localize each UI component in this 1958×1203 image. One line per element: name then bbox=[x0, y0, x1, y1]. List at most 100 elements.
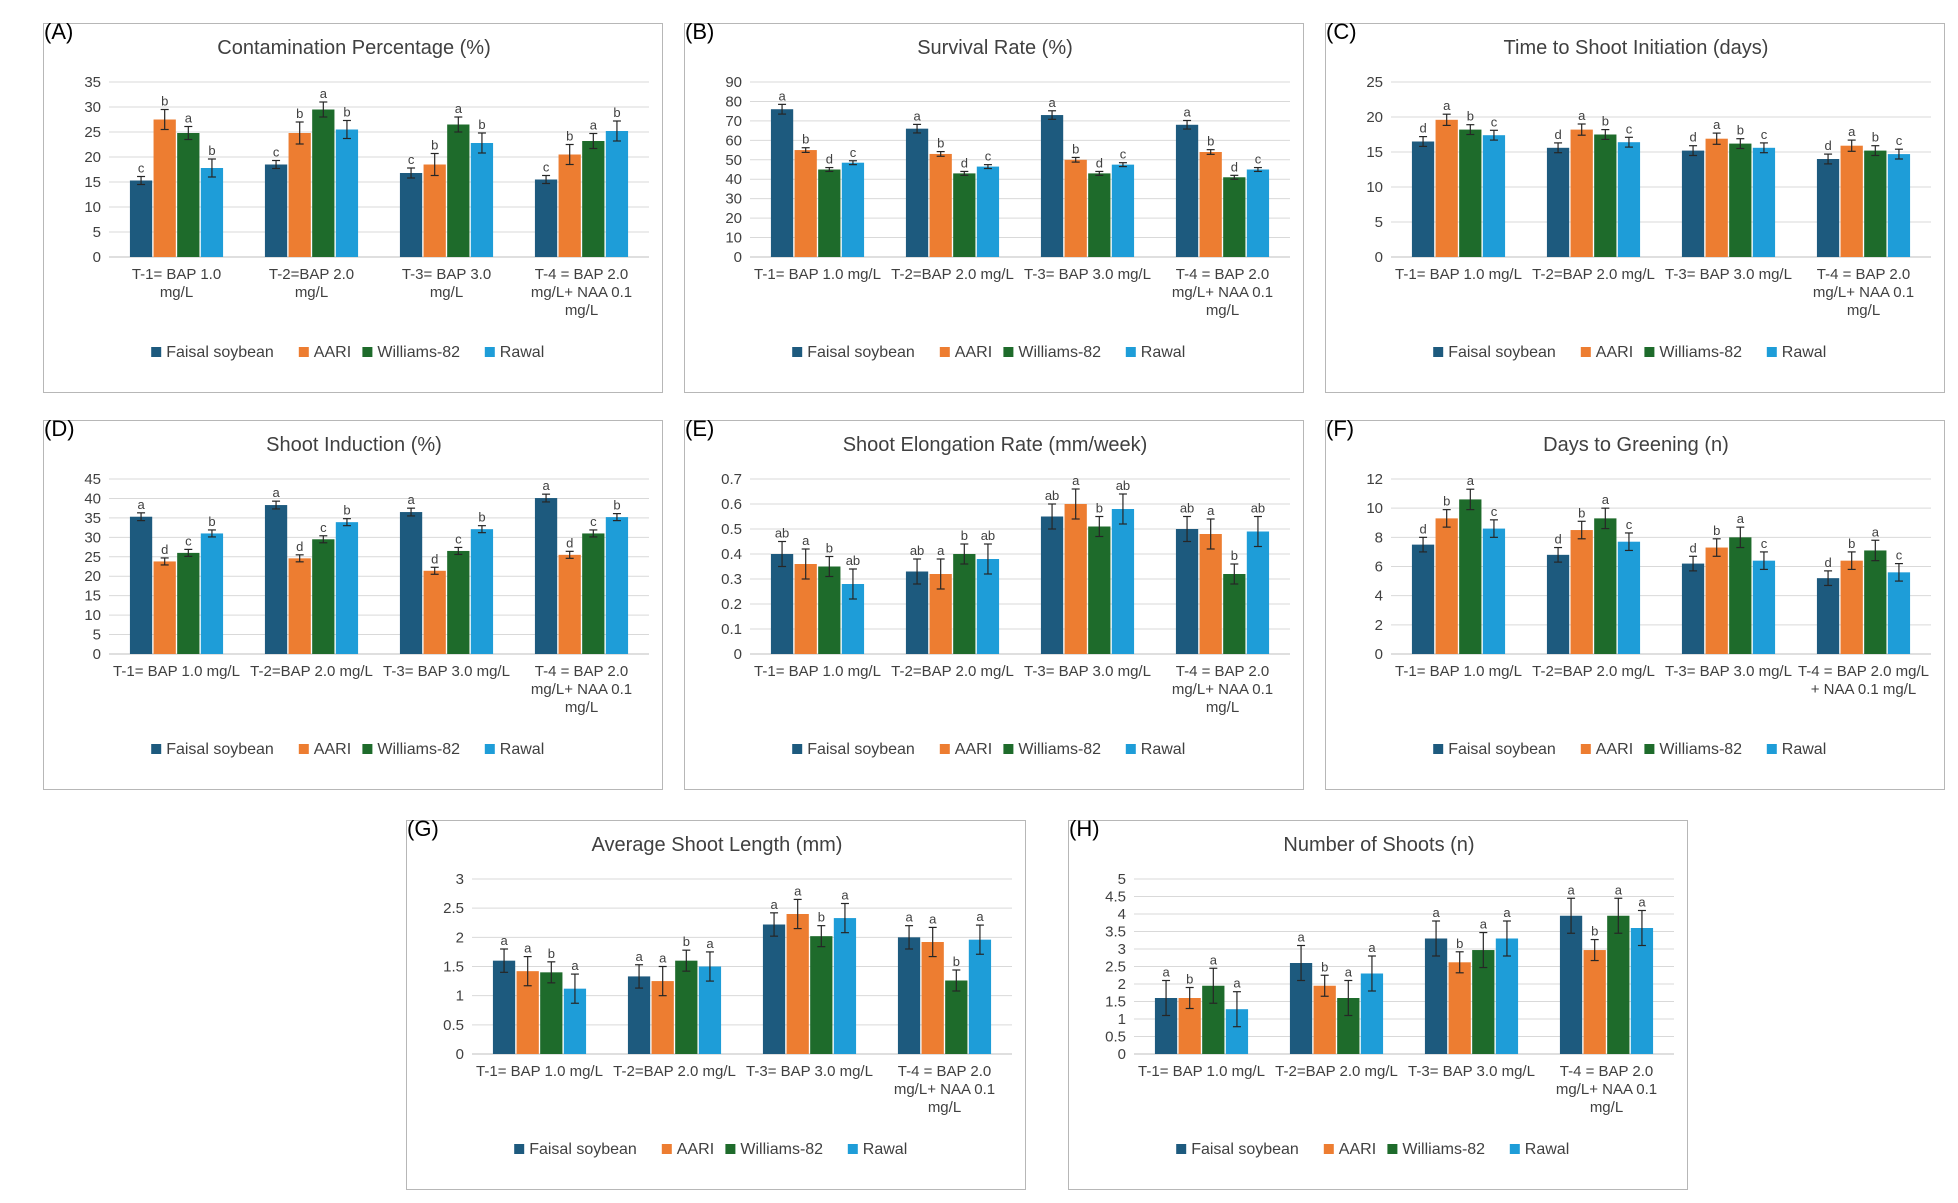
significance-letter: ab bbox=[1180, 501, 1194, 516]
bar bbox=[1175, 529, 1199, 654]
bar bbox=[605, 131, 629, 257]
x-tick-label: mg/L bbox=[565, 699, 598, 716]
y-tick-label: 0 bbox=[93, 249, 101, 266]
y-tick-label: 80 bbox=[725, 93, 742, 110]
significance-letter: c bbox=[850, 145, 857, 160]
y-tick-label: 2.5 bbox=[443, 900, 464, 917]
bar bbox=[534, 498, 558, 654]
bar bbox=[1088, 173, 1111, 257]
bar bbox=[1617, 541, 1641, 654]
significance-letter: a bbox=[524, 941, 532, 956]
legend-label: Rawal bbox=[1141, 741, 1185, 758]
significance-letter: a bbox=[1345, 965, 1353, 980]
bar bbox=[929, 574, 952, 654]
significance-letter: c bbox=[455, 531, 462, 546]
bar bbox=[153, 561, 176, 654]
significance-letter: ab bbox=[1045, 488, 1059, 503]
significance-letter: a bbox=[1297, 930, 1305, 945]
legend-swatch bbox=[1766, 347, 1777, 357]
x-tick-label: mg/L+ NAA 0.1 bbox=[531, 681, 632, 698]
panel-d: Shoot Induction (%) 0 5 10 15 20 25 30 35 40 45 a d c… bbox=[43, 416, 663, 790]
legend-label: AARI bbox=[1596, 741, 1633, 758]
y-tick-label: 10 bbox=[1366, 179, 1383, 196]
x-tick-label: T-4 = BAP 2.0 bbox=[1176, 266, 1270, 283]
bar bbox=[1223, 574, 1246, 654]
significance-letter: c bbox=[1896, 133, 1903, 148]
y-tick-label: 2 bbox=[1375, 617, 1383, 634]
bar bbox=[264, 505, 288, 654]
bar bbox=[1887, 572, 1911, 654]
y-tick-label: 40 bbox=[84, 490, 101, 507]
bar bbox=[1199, 152, 1222, 257]
bar bbox=[627, 976, 651, 1054]
significance-letter: b bbox=[208, 514, 215, 529]
x-tick-label: T-1= BAP 1.0 bbox=[132, 266, 221, 283]
y-tick-label: 0.4 bbox=[721, 546, 742, 563]
legend-label: AARI bbox=[955, 741, 992, 758]
x-tick-label: mg/L+ NAA 0.1 bbox=[894, 1081, 995, 1098]
significance-letter: a bbox=[1072, 473, 1080, 488]
bar bbox=[905, 128, 929, 257]
legend-swatch bbox=[847, 1144, 858, 1154]
legend-swatch bbox=[725, 1144, 736, 1154]
bar bbox=[1154, 998, 1178, 1054]
y-tick-label: 15 bbox=[84, 174, 101, 191]
bar bbox=[833, 918, 857, 1054]
bar bbox=[1435, 518, 1458, 654]
significance-letter: d bbox=[566, 535, 573, 550]
bar bbox=[976, 559, 1000, 654]
significance-letter: b bbox=[1872, 130, 1879, 145]
legend-swatch bbox=[484, 347, 495, 357]
significance-letter: d bbox=[1419, 121, 1426, 136]
y-tick-label: 10 bbox=[1366, 500, 1383, 517]
legend-label: Williams-82 bbox=[1018, 741, 1101, 758]
panel-c: Time to Shoot Initiation (days) 0 5 10 15 20 2… bbox=[1325, 19, 1945, 393]
significance-letter: b bbox=[1456, 936, 1463, 951]
legend-swatch bbox=[514, 1144, 525, 1154]
bar bbox=[1040, 516, 1064, 654]
bar bbox=[1225, 1009, 1249, 1054]
bar bbox=[1246, 531, 1270, 654]
significance-letter: a bbox=[1467, 473, 1475, 488]
significance-letter: a bbox=[913, 108, 921, 123]
y-tick-label: 0.1 bbox=[721, 621, 742, 638]
significance-letter: a bbox=[571, 958, 579, 973]
significance-letter: c bbox=[1896, 548, 1903, 563]
x-tick-label: mg/L+ NAA 0.1 bbox=[531, 284, 632, 301]
significance-letter: a bbox=[1162, 965, 1170, 980]
significance-letter: ab bbox=[846, 553, 860, 568]
bar bbox=[1223, 177, 1246, 257]
y-tick-label: 30 bbox=[84, 99, 101, 116]
bar bbox=[288, 133, 311, 257]
significance-letter: d bbox=[826, 152, 833, 167]
significance-letter: c bbox=[1761, 536, 1768, 551]
x-tick-label: T-4 = BAP 2.0 bbox=[1176, 663, 1270, 680]
bar bbox=[399, 512, 423, 654]
x-tick-label: mg/L bbox=[160, 284, 193, 301]
y-tick-label: 6 bbox=[1375, 559, 1383, 576]
y-tick-label: 20 bbox=[725, 210, 742, 227]
bar bbox=[1111, 164, 1135, 257]
y-tick-label: 1.5 bbox=[1105, 994, 1126, 1011]
significance-letter: a bbox=[1713, 117, 1721, 132]
bar bbox=[1482, 135, 1506, 257]
legend-label: Rawal bbox=[500, 741, 544, 758]
significance-letter: a bbox=[905, 910, 913, 925]
significance-letter: a bbox=[770, 897, 778, 912]
bar bbox=[818, 566, 841, 654]
legend-swatch bbox=[298, 347, 309, 357]
bar bbox=[1594, 134, 1617, 257]
y-tick-label: 0 bbox=[1375, 646, 1383, 663]
significance-letter: b bbox=[1467, 109, 1474, 124]
chart-title: Time to Shoot Initiation (days) bbox=[1504, 37, 1769, 59]
bar bbox=[1681, 150, 1705, 257]
chart-svg: Shoot Induction (%) 0 5 10 15 20 25 30 35 40 45 a d c… bbox=[84, 434, 649, 758]
significance-letter: a bbox=[1578, 108, 1586, 123]
significance-letter: b bbox=[296, 106, 303, 121]
y-tick-label: 90 bbox=[725, 74, 742, 91]
legend-label: Faisal soybean bbox=[807, 344, 915, 361]
bar bbox=[794, 564, 817, 654]
y-tick-label: 20 bbox=[1366, 109, 1383, 126]
panel-label: (B) bbox=[685, 19, 715, 44]
